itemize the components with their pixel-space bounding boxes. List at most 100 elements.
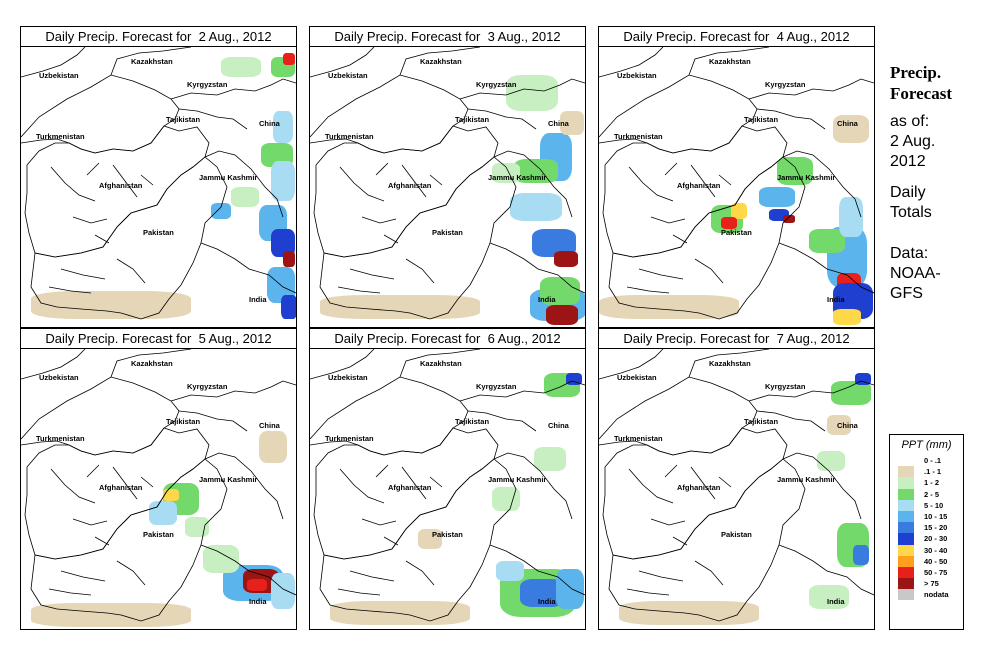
precip-field [599, 115, 873, 325]
label-india: India [827, 295, 845, 304]
boundary-line [399, 47, 481, 76]
sidebar-asof-line2: 2 Aug. [890, 133, 936, 150]
label-kyrgyzstan: Kyrgyzstan [476, 382, 517, 391]
boundary-line [319, 156, 517, 320]
precip-map: Kazakhstan Uzbekistan Kyrgyzstan Tajikistan… [21, 349, 296, 629]
precip-cell [827, 415, 851, 435]
label-pakistan: Pakistan [721, 530, 752, 539]
boundary-line [21, 74, 180, 154]
precip-cell [560, 111, 584, 135]
precip-cell [520, 579, 564, 607]
boundary-line [339, 464, 443, 526]
precip-cell [271, 161, 295, 201]
boundary-lines [310, 349, 585, 622]
legend-row: 5 - 10 [898, 499, 963, 511]
label-tajikistan: Tajikistan [744, 115, 778, 124]
label-kyrgyzstan: Kyrgyzstan [765, 382, 806, 391]
legend-swatch [898, 488, 914, 500]
boundary-line [626, 234, 724, 294]
boundary-line [688, 47, 770, 76]
boundary-line [459, 380, 585, 402]
precip-field [619, 373, 871, 625]
legend-label: 40 - 50 [924, 556, 948, 566]
boundary-line [756, 410, 826, 432]
label-turkmenistan: Turkmenistan [325, 434, 374, 443]
precip-field [320, 75, 585, 325]
label-jammu_kashmir: Jammu Kashmir [488, 173, 546, 182]
label-afghanistan: Afghanistan [99, 483, 143, 492]
precip-cell [259, 431, 287, 463]
label-china: China [837, 421, 859, 430]
boundary-line [170, 78, 296, 100]
boundary-line [489, 242, 585, 294]
boundary-line [602, 427, 788, 560]
label-jammu_kashmir: Jammu Kashmir [488, 475, 546, 484]
legend-swatch [898, 522, 914, 534]
panel-title: Daily Precip. Forecast for 5 Aug., 2012 [21, 329, 296, 349]
boundary-line [48, 536, 146, 596]
precip-map: Kazakhstan Uzbekistan Kyrgyzstan Tajikistan… [310, 349, 585, 629]
label-tajikistan: Tajikistan [744, 417, 778, 426]
boundary-lines [599, 349, 874, 622]
forecast-panel-1: Daily Precip. Forecast for 2 Aug., 2012 K… [20, 26, 297, 328]
sidebar-title: Precip. Forecast [890, 62, 980, 104]
precip-cell [759, 187, 795, 207]
boundary-line [599, 74, 758, 154]
label-india: India [538, 597, 556, 606]
precip-cell [31, 603, 191, 627]
sidebar-data-line2: NOAA- [890, 265, 941, 282]
boundary-lines [310, 47, 585, 320]
precip-map: Kazakhstan Uzbekistan Kyrgyzstan Tajikistan… [599, 349, 874, 629]
label-pakistan: Pakistan [143, 228, 174, 237]
boundary-lines [599, 47, 874, 320]
label-china: China [548, 119, 570, 128]
label-kyrgyzstan: Kyrgyzstan [187, 382, 228, 391]
sidebar-data-source: Data: NOAA- GFS [890, 244, 980, 304]
label-uzbekistan: Uzbekistan [617, 71, 657, 80]
precip-cell [247, 579, 267, 591]
legend-label: > 75 [924, 579, 939, 589]
label-tajikistan: Tajikistan [455, 115, 489, 124]
boundary-line [748, 78, 874, 100]
precip-cell [777, 157, 813, 185]
label-uzbekistan: Uzbekistan [328, 373, 368, 382]
precip-cell [809, 585, 849, 609]
forecast-panel-6: Daily Precip. Forecast for 7 Aug., 2012 K… [598, 328, 875, 630]
boundary-line [30, 156, 228, 320]
precip-field [31, 431, 295, 627]
precip-cell [31, 291, 191, 319]
precip-cell [203, 545, 239, 573]
precip-cell [283, 53, 295, 65]
label-china: China [259, 421, 281, 430]
precip-cell [211, 203, 231, 219]
boundary-line [782, 150, 862, 218]
label-uzbekistan: Uzbekistan [617, 373, 657, 382]
legend-row: 30 - 40 [898, 544, 963, 556]
boundary-line [310, 47, 375, 78]
label-jammu_kashmir: Jammu Kashmir [777, 173, 835, 182]
panel-title: Daily Precip. Forecast for 2 Aug., 2012 [21, 27, 296, 47]
boundary-line [628, 464, 732, 526]
label-kazakhstan: Kazakhstan [131, 57, 173, 66]
legend-label: nodata [924, 590, 949, 600]
label-pakistan: Pakistan [143, 530, 174, 539]
label-india: India [827, 597, 845, 606]
label-india: India [249, 597, 267, 606]
label-afghanistan: Afghanistan [677, 181, 721, 190]
boundary-line [339, 162, 443, 224]
label-kazakhstan: Kazakhstan [131, 359, 173, 368]
precip-cell [271, 229, 295, 257]
precip-cell [833, 309, 861, 325]
precip-cell [540, 277, 580, 305]
boundary-line [170, 380, 296, 402]
label-kazakhstan: Kazakhstan [420, 57, 462, 66]
boundary-line [310, 376, 469, 456]
legend-swatch [898, 578, 914, 590]
boundary-line [756, 108, 826, 130]
legend-row: 1 - 2 [898, 477, 963, 489]
boundary-line [778, 544, 874, 596]
boundary-line [599, 376, 758, 456]
legend-swatch [898, 499, 914, 511]
label-kyrgyzstan: Kyrgyzstan [765, 80, 806, 89]
